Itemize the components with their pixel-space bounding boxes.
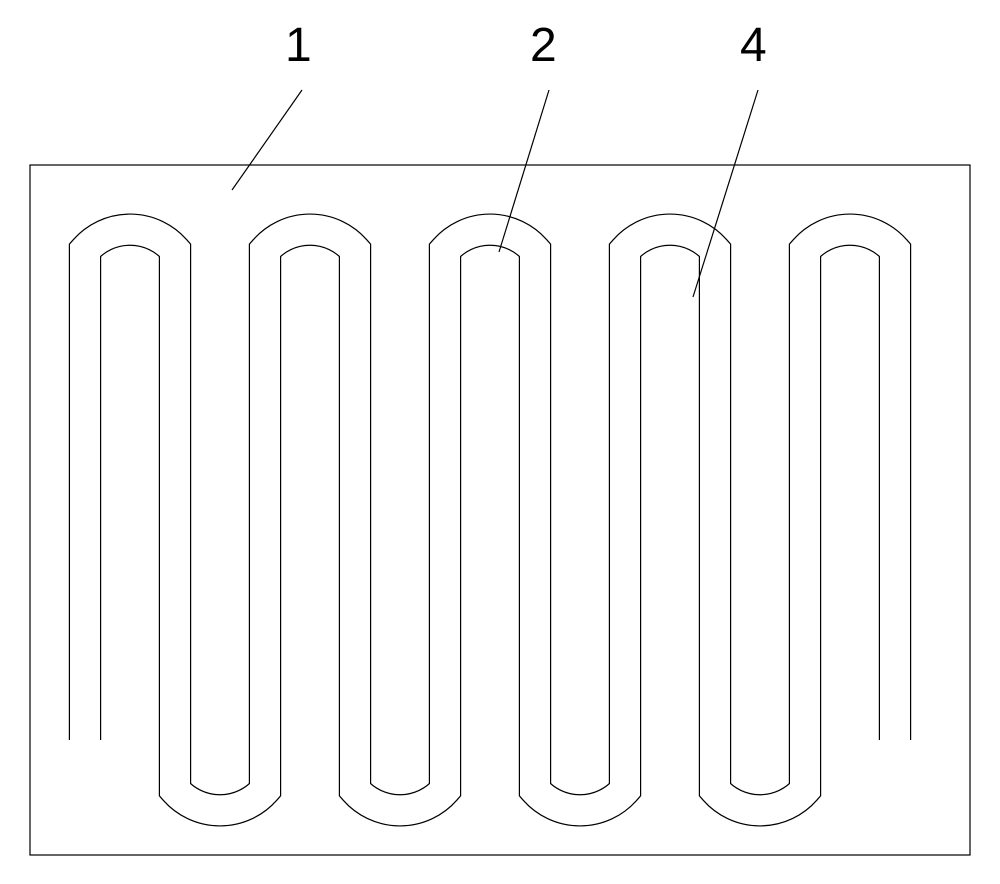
label-4: 4 [740,18,767,73]
label-1: 1 [285,18,312,73]
diagram-svg [0,0,1000,879]
label-2: 2 [530,18,557,73]
